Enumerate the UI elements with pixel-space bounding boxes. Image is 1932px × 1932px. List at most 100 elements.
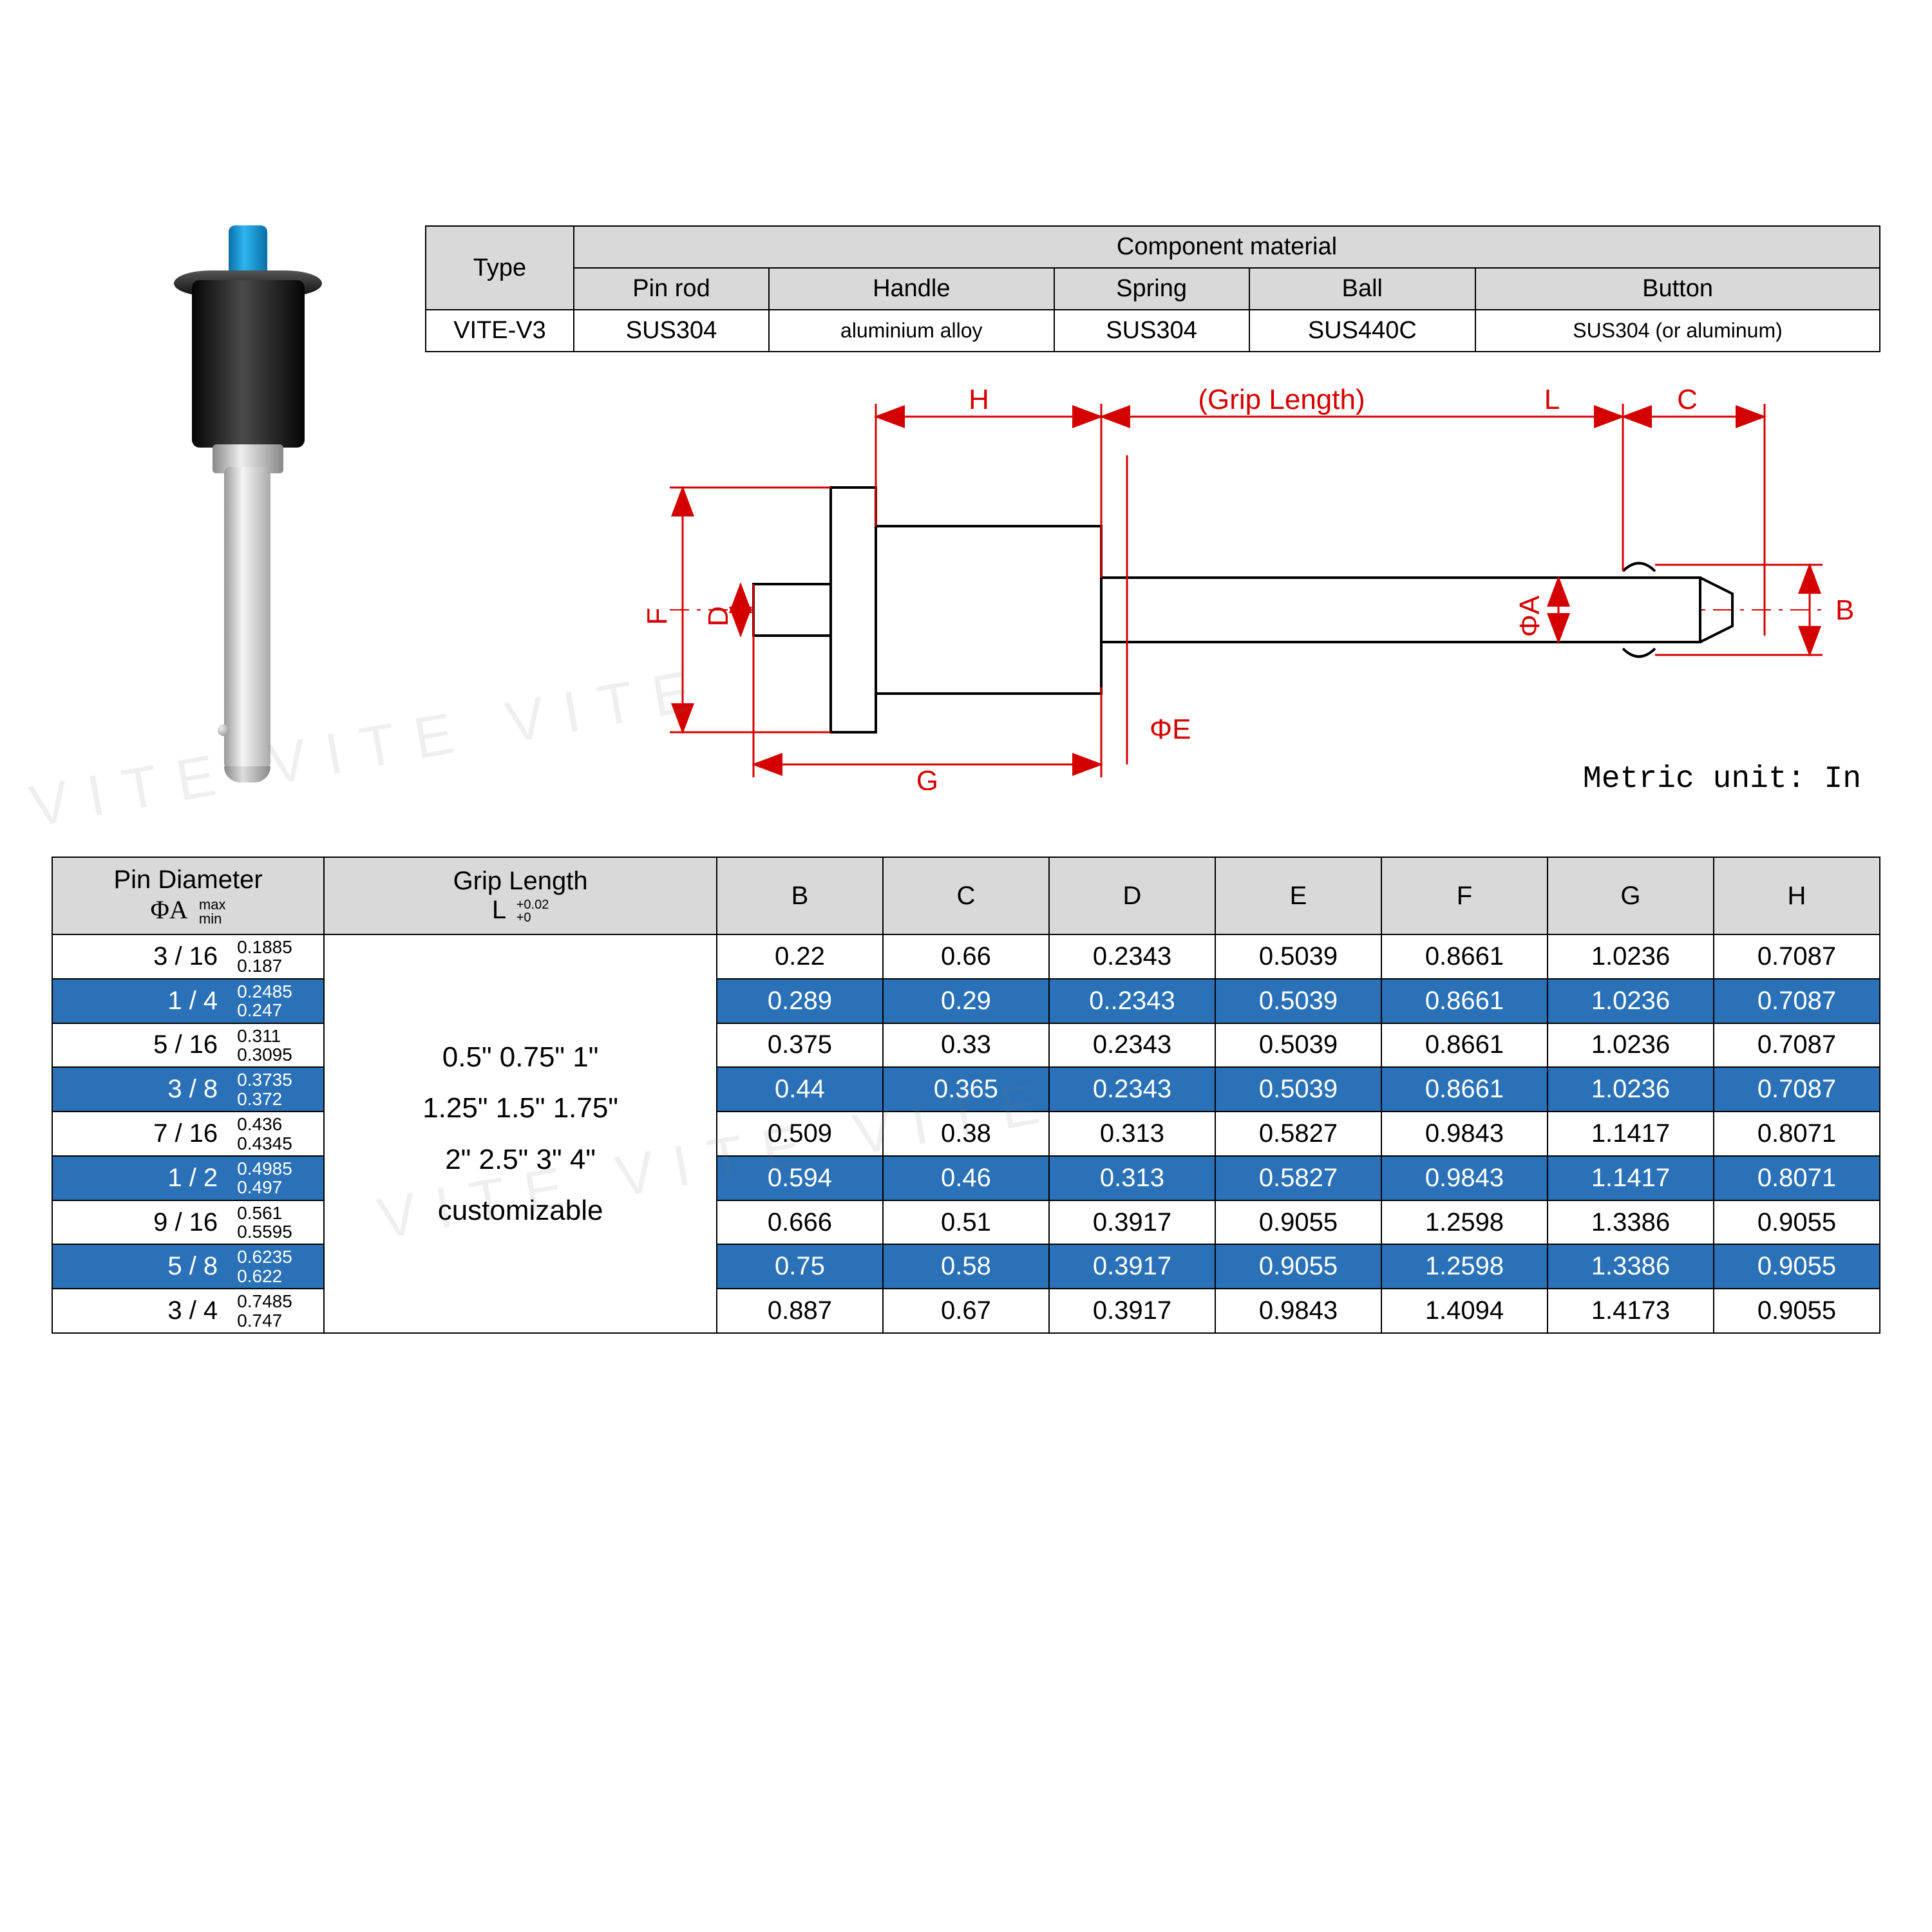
dim-header: H: [1714, 857, 1880, 934]
dim-value: 0.7087: [1714, 979, 1880, 1023]
dim-value: 0.44: [717, 1067, 883, 1112]
pin-diameter-cell: 5 / 160.3110.3095: [52, 1023, 324, 1068]
dim-value: 1.0236: [1548, 979, 1714, 1023]
dim-value: 0.5827: [1215, 1112, 1381, 1156]
dim-value: 0.9843: [1215, 1289, 1381, 1333]
dim-header: G: [1548, 857, 1714, 934]
unit-label: Metric unit: In: [1583, 762, 1861, 797]
dim-value: 0.375: [717, 1023, 883, 1068]
dim-value: 0.365: [883, 1067, 1049, 1112]
pin-diameter-cell: 3 / 80.37350.372: [52, 1067, 324, 1112]
mat-col: Spring: [1054, 268, 1249, 310]
dim-value: 1.3386: [1548, 1200, 1714, 1245]
dim-value: 0.887: [717, 1289, 883, 1333]
mat-value: SUS304: [1054, 310, 1249, 352]
dim-value: 0.7087: [1714, 1023, 1880, 1068]
pin-diameter-cell: 9 / 160.5610.5595: [52, 1200, 324, 1245]
pin-shaft-part: [224, 467, 270, 770]
pin-diameter-cell: 7 / 160.4360.4345: [52, 1112, 324, 1156]
dim-value: 0.22: [717, 934, 883, 979]
dim-value: 1.0236: [1548, 1023, 1714, 1068]
dim-value: 0.9055: [1714, 1200, 1880, 1245]
dim-value: 0.8071: [1714, 1112, 1880, 1156]
dim-value: 1.3386: [1548, 1244, 1714, 1289]
dim-value: 0.67: [883, 1289, 1049, 1333]
pin-button-part: [229, 225, 267, 277]
dim-value: 0.5039: [1215, 1023, 1381, 1068]
dim-header-pin-diameter: Pin Diameter ΦA max min: [52, 857, 324, 934]
dim-value: 0.75: [717, 1244, 883, 1289]
dim-header-grip-length: Grip Length L +0.02 +0: [324, 857, 717, 934]
pin-diameter-cell: 1 / 20.49850.497: [52, 1156, 324, 1200]
svg-text:L: L: [1544, 384, 1560, 415]
dim-header: D: [1049, 857, 1215, 934]
pin-diameter-cell: 5 / 80.62350.622: [52, 1244, 324, 1289]
dim-value: 0.9843: [1381, 1156, 1548, 1200]
svg-text:G: G: [916, 765, 938, 790]
svg-text:(Grip Length): (Grip Length): [1198, 384, 1365, 415]
dim-value: 0.5039: [1215, 1067, 1381, 1112]
dim-header: C: [883, 857, 1049, 934]
mat-header-type: Type: [426, 226, 574, 310]
dim-value: 0.8661: [1381, 1023, 1548, 1068]
svg-text:C: C: [1677, 384, 1698, 415]
dim-value: 0.7087: [1714, 934, 1880, 979]
dim-value: 0.66: [883, 934, 1049, 979]
dim-value: 0.3917: [1049, 1244, 1215, 1289]
dim-value: 0.8661: [1381, 934, 1548, 979]
svg-text:ΦE: ΦE: [1150, 714, 1191, 745]
svg-text:ΦA: ΦA: [1514, 595, 1546, 637]
mat-value: aluminium alloy: [769, 310, 1054, 352]
dim-value: 0.2343: [1049, 1023, 1215, 1068]
dim-value: 0.5039: [1215, 934, 1381, 979]
dim-value: 0.8071: [1714, 1156, 1880, 1200]
svg-text:H: H: [969, 384, 989, 415]
dim-value: 0.666: [717, 1200, 883, 1245]
dim-value: 0.9055: [1215, 1244, 1381, 1289]
dim-value: 0.8661: [1381, 979, 1548, 1023]
dim-value: 0.313: [1049, 1112, 1215, 1156]
mat-type-value: VITE-V3: [426, 310, 574, 352]
dim-value: 1.0236: [1548, 1067, 1714, 1112]
mat-col: Pin rod: [574, 268, 769, 310]
mat-col: Button: [1475, 268, 1880, 310]
dim-header: F: [1381, 857, 1548, 934]
dim-value: 1.2598: [1381, 1244, 1548, 1289]
svg-text:B: B: [1835, 594, 1854, 626]
dim-value: 0.8661: [1381, 1067, 1548, 1112]
dim-value: 0.3917: [1049, 1200, 1215, 1245]
dim-value: 0.7087: [1714, 1067, 1880, 1112]
dim-value: 0.51: [883, 1200, 1049, 1245]
pin-diameter-cell: 3 / 40.74850.747: [52, 1289, 324, 1333]
dim-value: 1.4173: [1548, 1289, 1714, 1333]
dim-value: 0.9055: [1714, 1289, 1880, 1333]
product-photo: [52, 225, 386, 805]
dim-value: 0..2343: [1049, 979, 1215, 1023]
pin-diameter-cell: 1 / 40.24850.247: [52, 979, 324, 1023]
pin-ball-part: [218, 724, 229, 736]
dim-value: 0.2343: [1049, 1067, 1215, 1112]
dim-value: 0.289: [717, 979, 883, 1023]
mat-value: SUS304: [574, 310, 769, 352]
dim-value: 0.9843: [1381, 1112, 1548, 1156]
dim-value: 0.58: [883, 1244, 1049, 1289]
dim-value: 1.4094: [1381, 1289, 1548, 1333]
dim-value: 0.9055: [1215, 1200, 1381, 1245]
mat-col: Handle: [769, 268, 1054, 310]
dim-value: 0.9055: [1714, 1244, 1880, 1289]
pin-diameter-cell: 3 / 160.18850.187: [52, 934, 324, 979]
dim-value: 0.38: [883, 1112, 1049, 1156]
dim-value: 0.594: [717, 1156, 883, 1200]
dimension-table: Pin Diameter ΦA max min Grip Length L: [52, 857, 1880, 1334]
dim-value: 0.33: [883, 1023, 1049, 1068]
dim-value: 0.3917: [1049, 1289, 1215, 1333]
dim-value: 0.5039: [1215, 979, 1381, 1023]
dim-value: 1.2598: [1381, 1200, 1548, 1245]
dim-value: 0.313: [1049, 1156, 1215, 1200]
mat-header-group: Component material: [574, 226, 1880, 268]
dim-value: 1.1417: [1548, 1156, 1714, 1200]
dim-value: 0.5827: [1215, 1156, 1381, 1200]
dim-header: E: [1215, 857, 1381, 934]
pin-handle-part: [192, 280, 305, 448]
dim-value: 1.1417: [1548, 1112, 1714, 1156]
